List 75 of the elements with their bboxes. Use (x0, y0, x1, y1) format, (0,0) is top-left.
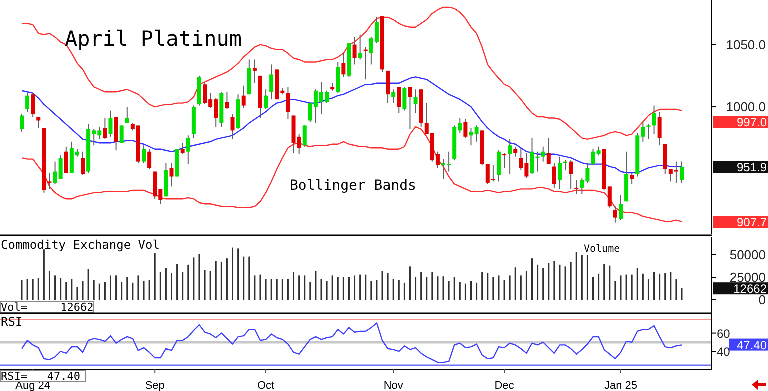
line-series (21, 6, 683, 140)
text: 997.0 (736, 116, 768, 130)
candlestick (108, 110, 113, 138)
text: RSI= 47.40 (1, 370, 80, 383)
x-tick-label: Nov (384, 380, 404, 391)
candlestick (408, 86, 412, 130)
candlestick (392, 89, 396, 104)
y-tick-label: 1000.0 (726, 100, 766, 115)
line-series (21, 126, 683, 223)
text: Vol= 12662 (1, 301, 94, 314)
candlestick (64, 146, 68, 174)
candlestick (81, 151, 86, 176)
candlestick (474, 125, 479, 142)
candlestick (541, 146, 546, 162)
candlestick (613, 206, 618, 224)
candlestick (286, 86, 290, 120)
text: April Platinum (65, 27, 242, 51)
candlestick (225, 92, 230, 110)
x-tick-label: Dec (494, 380, 515, 391)
x-tick-label: Sep (145, 380, 165, 391)
candlestick (302, 125, 307, 148)
candlestick (569, 160, 574, 190)
candlestick (20, 114, 24, 132)
text: 907.7 (736, 216, 768, 230)
text: 951.9 (736, 160, 768, 174)
y-tick-label: 50000 (730, 248, 766, 262)
candlestick (270, 64, 274, 100)
candlestick (386, 70, 390, 104)
x-tick-label: Jan 25 (604, 380, 638, 391)
candlestick (646, 124, 651, 140)
candlestick (402, 86, 407, 112)
candlestick (630, 172, 634, 185)
candlestick (120, 125, 124, 144)
candlestick (496, 150, 501, 182)
chart-title: Commodity Exchange Vol (1, 238, 160, 252)
candlestick (680, 161, 684, 184)
candlestick (414, 89, 418, 114)
candlestick (546, 138, 551, 165)
candlestick (342, 53, 346, 78)
candlestick (618, 194, 623, 221)
text: 47.40 (736, 338, 768, 352)
annotation: Volume (584, 244, 620, 255)
candlestick (31, 92, 36, 118)
candlestick (464, 118, 468, 139)
candlestick (36, 116, 41, 129)
y-tick-label: 1050.0 (726, 37, 766, 52)
candlestick (103, 118, 108, 140)
candlestick (652, 105, 656, 135)
candlestick (397, 86, 402, 114)
candlestick (170, 162, 174, 188)
candlestick (352, 36, 357, 66)
candlestick (252, 59, 257, 84)
candlestick (469, 128, 474, 146)
candlestick (242, 85, 246, 109)
candlestick (230, 114, 235, 140)
candlestick (264, 89, 268, 110)
annotation: Bollinger Bands (290, 178, 416, 194)
candlestick (26, 92, 30, 113)
y-tick-label: 60 (717, 326, 731, 341)
candlestick (142, 145, 146, 164)
candlestick (552, 162, 556, 188)
candlestick (558, 156, 562, 190)
candlestick (125, 106, 130, 124)
y-tick-label: 25000 (730, 270, 766, 285)
candlestick (658, 112, 662, 146)
candlestick (186, 135, 190, 165)
candlestick (514, 146, 518, 158)
candlestick (358, 34, 362, 60)
candlestick (180, 142, 185, 155)
y-tick-label: 40 (717, 345, 731, 360)
candlestick (148, 148, 152, 170)
candlestick (508, 138, 512, 175)
chart-title: RSI (1, 315, 23, 329)
line-series (21, 322, 683, 364)
x-tick-label: Oct (257, 380, 275, 391)
